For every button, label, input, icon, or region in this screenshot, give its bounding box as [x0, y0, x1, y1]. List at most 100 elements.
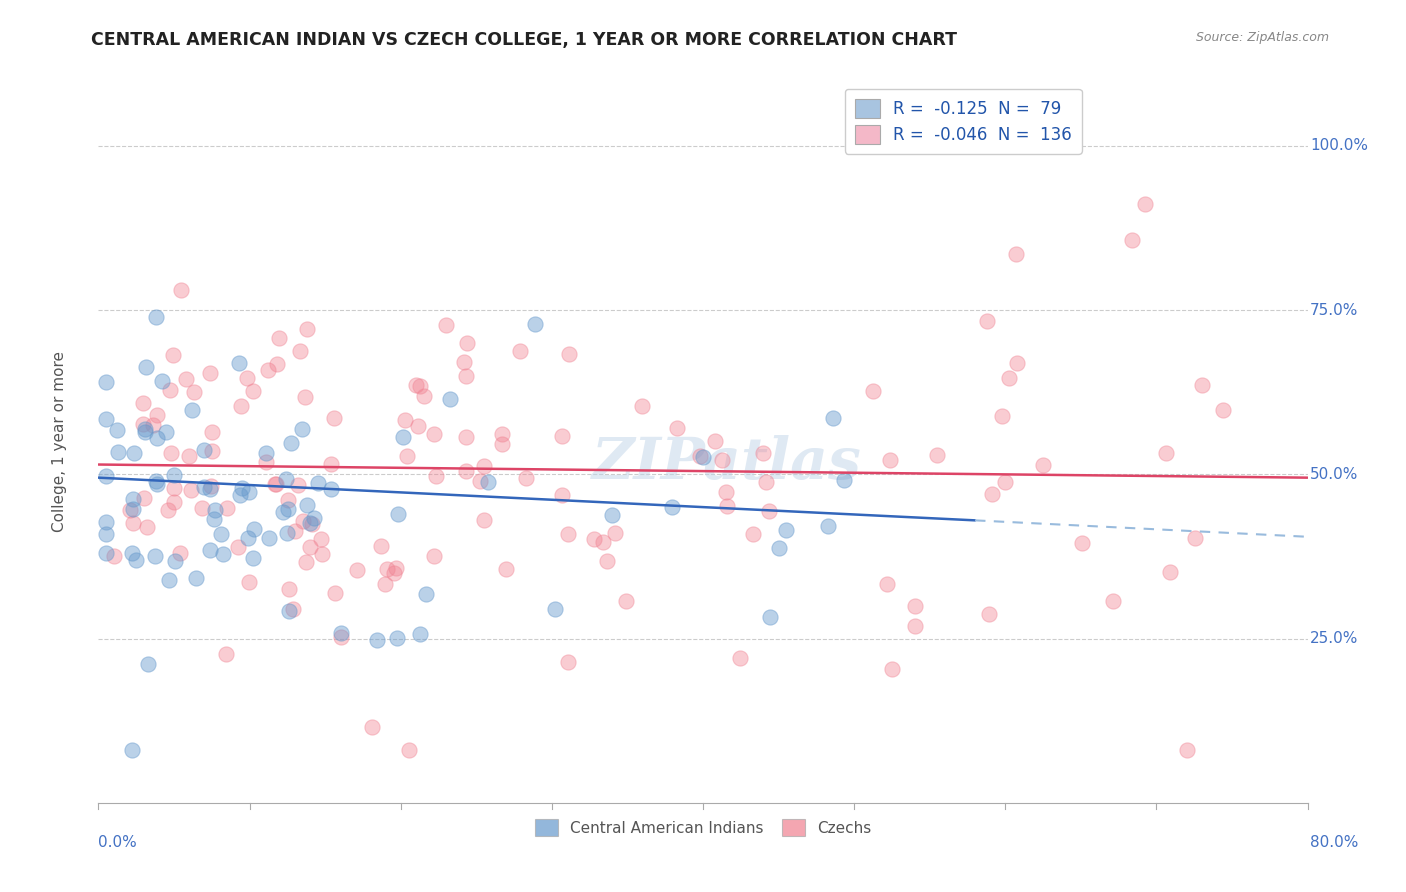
Point: [118, 502, 141, 516]
Point: [319, 457, 342, 471]
Point: [302, 511, 325, 525]
Point: [862, 384, 884, 398]
Point: [159, 383, 181, 397]
Point: [616, 594, 638, 608]
Point: [298, 540, 321, 554]
Point: [425, 469, 447, 483]
Point: [981, 487, 1004, 501]
Point: [214, 647, 236, 661]
Point: [177, 449, 200, 463]
Point: [276, 526, 298, 541]
Point: [1212, 402, 1234, 417]
Point: [204, 503, 226, 517]
Point: [323, 586, 346, 600]
Point: [415, 587, 437, 601]
Point: [1032, 458, 1054, 472]
Point: [257, 363, 280, 377]
Point: [277, 501, 299, 516]
Point: [215, 500, 238, 515]
Text: ZIPatlas: ZIPatlas: [592, 435, 862, 491]
Point: [122, 446, 145, 460]
Point: [456, 336, 478, 351]
Point: [163, 481, 186, 495]
Point: [742, 527, 765, 541]
Point: [596, 554, 619, 568]
Point: [257, 531, 280, 545]
Point: [592, 535, 614, 549]
Point: [711, 453, 734, 467]
Point: [266, 358, 288, 372]
Point: [752, 445, 775, 459]
Point: [472, 513, 495, 527]
Point: [254, 455, 277, 469]
Point: [226, 540, 249, 554]
Point: [758, 503, 780, 517]
Point: [817, 519, 839, 533]
Point: [198, 543, 221, 558]
Point: [301, 517, 323, 532]
Point: [366, 633, 388, 648]
Point: [583, 532, 606, 546]
Point: [477, 475, 499, 489]
Point: [692, 450, 714, 464]
Point: [209, 526, 232, 541]
Point: [278, 582, 301, 597]
Point: [759, 609, 782, 624]
Point: [385, 561, 408, 575]
Point: [603, 525, 626, 540]
Point: [105, 423, 128, 437]
Point: [470, 475, 492, 489]
Point: [236, 531, 259, 545]
Point: [263, 477, 285, 491]
Point: [238, 574, 260, 589]
Point: [361, 720, 384, 734]
Point: [1102, 593, 1125, 607]
Point: [439, 392, 461, 407]
Point: [193, 442, 215, 457]
Point: [661, 500, 683, 515]
Point: [136, 520, 159, 534]
Text: CENTRAL AMERICAN INDIAN VS CZECH COLLEGE, 1 YEAR OR MORE CORRELATION CHART: CENTRAL AMERICAN INDIAN VS CZECH COLLEGE…: [91, 31, 957, 49]
Point: [229, 488, 252, 502]
Point: [307, 475, 329, 490]
Point: [1005, 246, 1028, 260]
Point: [94, 412, 117, 426]
Point: [1071, 536, 1094, 550]
Point: [242, 550, 264, 565]
Point: [882, 662, 904, 676]
Point: [716, 499, 738, 513]
Point: [557, 655, 579, 669]
Point: [291, 515, 314, 529]
Point: [714, 485, 737, 500]
Point: [977, 607, 1000, 621]
Point: [122, 502, 145, 516]
Point: [1191, 378, 1213, 392]
Point: [454, 430, 477, 444]
Point: [398, 743, 420, 757]
Point: [146, 477, 169, 491]
Point: [990, 409, 1012, 423]
Point: [321, 482, 343, 496]
Point: [198, 483, 221, 497]
Point: [236, 371, 259, 385]
Text: College, 1 year or more: College, 1 year or more: [52, 351, 67, 532]
Point: [284, 524, 307, 538]
Point: [121, 516, 143, 530]
Point: [157, 573, 180, 587]
Point: [242, 522, 264, 536]
Point: [665, 421, 688, 435]
Point: [1175, 743, 1198, 757]
Point: [329, 630, 352, 644]
Point: [392, 430, 415, 444]
Point: [775, 523, 797, 537]
Point: [231, 399, 253, 413]
Point: [277, 604, 299, 618]
Point: [370, 539, 392, 553]
Point: [375, 562, 398, 576]
Legend: Central American Indians, Czechs: Central American Indians, Czechs: [529, 814, 877, 842]
Point: [145, 408, 167, 422]
Point: [281, 602, 304, 616]
Text: 80.0%: 80.0%: [1310, 835, 1358, 850]
Point: [163, 554, 186, 568]
Point: [1154, 446, 1177, 460]
